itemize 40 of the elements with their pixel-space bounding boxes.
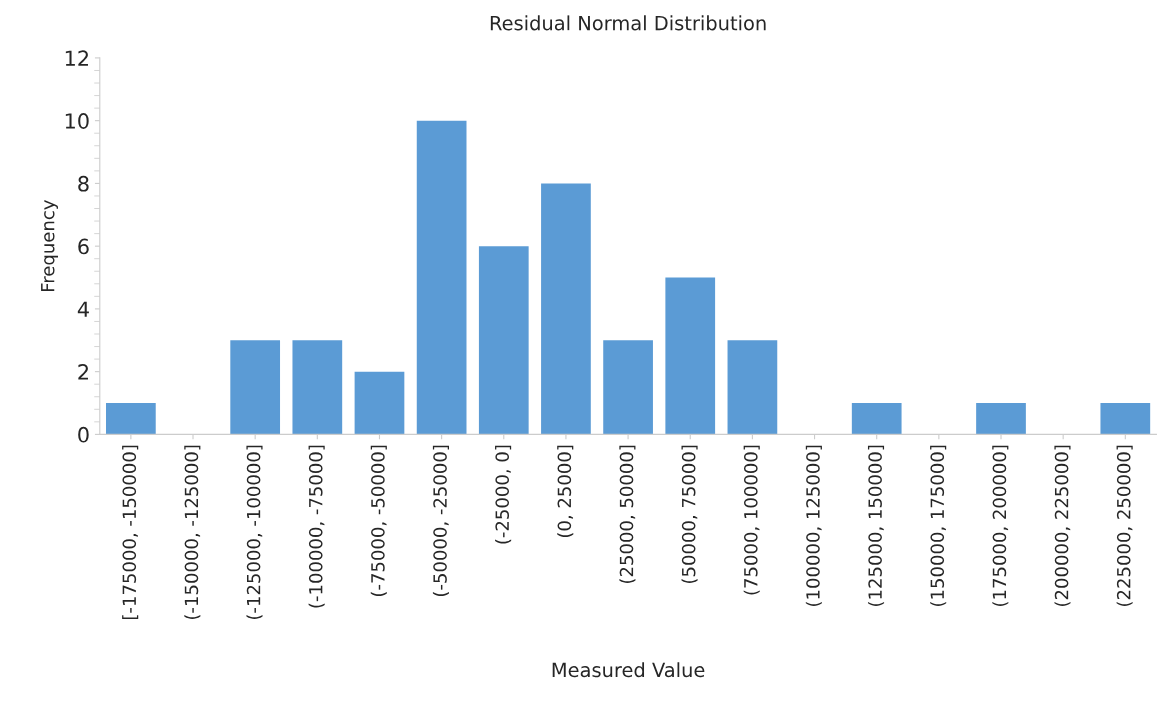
x-tick-label: (-150000, -125000] [184, 445, 201, 620]
bar [976, 403, 1026, 435]
x-tick-label: (-100000, -75000] [308, 445, 325, 608]
bar [106, 403, 156, 435]
bar [354, 371, 405, 435]
x-tick-label: (175000, 200000] [992, 445, 1009, 606]
bar [541, 183, 591, 435]
y-tick-label: 10 [65, 113, 89, 129]
x-tick-label: (100000, 125000] [805, 445, 822, 606]
bar [851, 403, 902, 435]
x-tick-label: (200000, 225000] [1054, 445, 1071, 606]
y-tick-label: 4 [77, 301, 89, 317]
bar [603, 340, 653, 435]
y-tick-label: 12 [65, 50, 88, 66]
x-tick-label: (-75000, -50000] [370, 445, 387, 597]
bar [665, 277, 716, 435]
x-tick-label: (50000, 75000] [681, 445, 698, 584]
x-axis-title: Measured Value [552, 662, 705, 678]
y-tick-label: 8 [78, 175, 89, 192]
bar [292, 340, 343, 435]
x-tick-label: (225000, 250000] [1116, 445, 1133, 606]
chart-title: Residual Normal Distribution [490, 15, 766, 31]
bar [230, 340, 281, 435]
x-tick-label: (-125000, -100000] [246, 445, 263, 620]
x-tick-label: (25000, 50000] [619, 445, 636, 584]
y-tick-label: 2 [78, 364, 88, 380]
bar [1100, 403, 1151, 435]
y-tick-label: 0 [78, 426, 89, 443]
x-tick-label: (125000, 150000] [867, 445, 885, 606]
x-tick-label: [-175000, -150000] [122, 445, 139, 620]
x-tick-label: (75000, 100000] [743, 445, 760, 595]
x-tick-label: (0, 25000] [557, 445, 574, 538]
x-tick-label: (-25000, 0] [495, 445, 512, 544]
bar [478, 246, 529, 435]
y-axis-title: Frequency [41, 200, 58, 292]
y-tick-label: 6 [78, 238, 89, 255]
bar [727, 340, 778, 435]
x-tick-label: (-50000, -25000] [432, 445, 449, 597]
bar [416, 120, 467, 435]
x-tick-label: (150000, 175000] [930, 445, 947, 606]
